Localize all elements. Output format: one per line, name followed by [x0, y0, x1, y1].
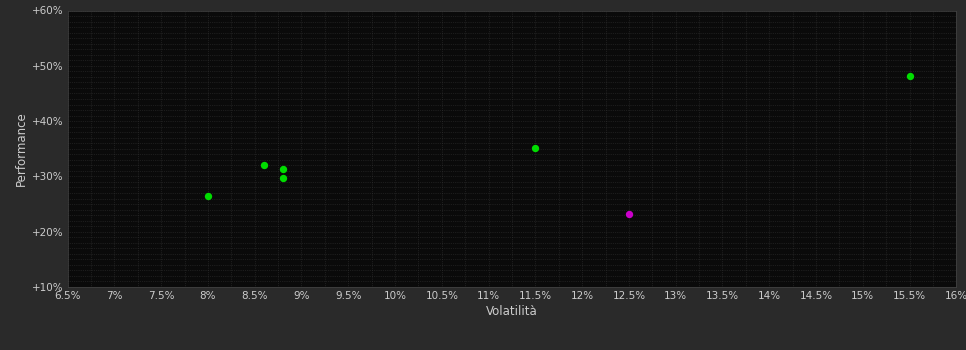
Y-axis label: Performance: Performance: [14, 111, 28, 186]
Point: [275, 175, 291, 181]
Point: [621, 211, 637, 217]
Point: [902, 73, 918, 78]
Point: [275, 166, 291, 172]
Point: [527, 145, 543, 150]
Point: [200, 193, 215, 198]
X-axis label: Volatilità: Volatilità: [486, 305, 538, 318]
Point: [256, 162, 271, 168]
